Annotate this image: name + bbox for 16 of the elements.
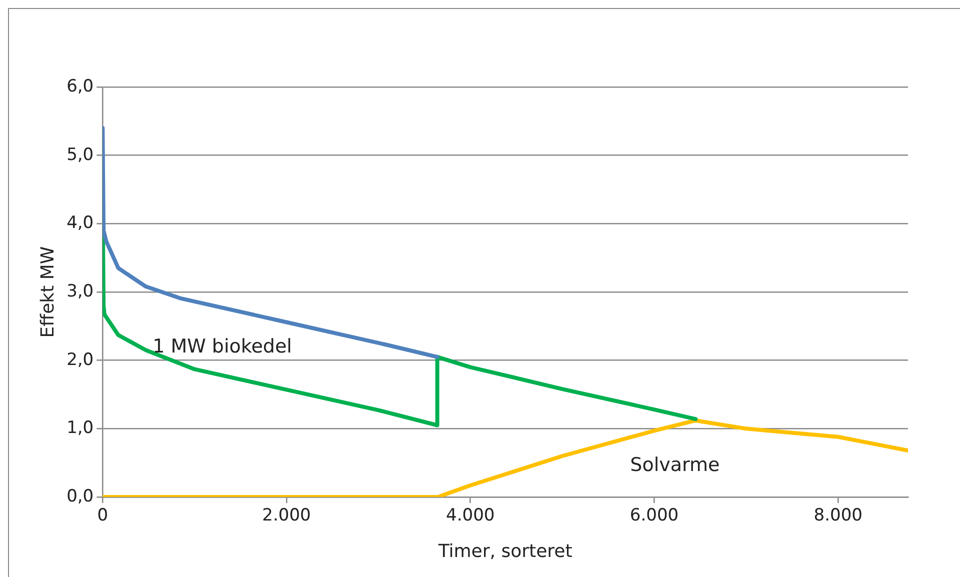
- y-tick-label: 2,0: [66, 350, 94, 370]
- y-axis-title: Effekt MW: [37, 246, 58, 338]
- x-tick-label: 2.000: [262, 506, 311, 526]
- y-tick-label: 1,0: [66, 418, 94, 438]
- y-tick-label: 4,0: [66, 213, 94, 234]
- annotation: 1 MW biokedel: [152, 335, 292, 358]
- annotation: Solvarme: [630, 454, 720, 476]
- x-tick-label: 6.000: [630, 506, 679, 526]
- y-tick-label: 3,0: [66, 281, 94, 302]
- x-tick-label: 0: [97, 506, 108, 526]
- y-tick-label: 5,0: [66, 144, 94, 165]
- x-axis-title: Timer, sorteret: [437, 540, 572, 562]
- y-tick-label: 6,0: [66, 76, 94, 96]
- x-tick-label: 4.000: [446, 506, 495, 526]
- x-tick-label: 8.000: [814, 506, 862, 526]
- y-tick-label: 0,0: [66, 486, 94, 506]
